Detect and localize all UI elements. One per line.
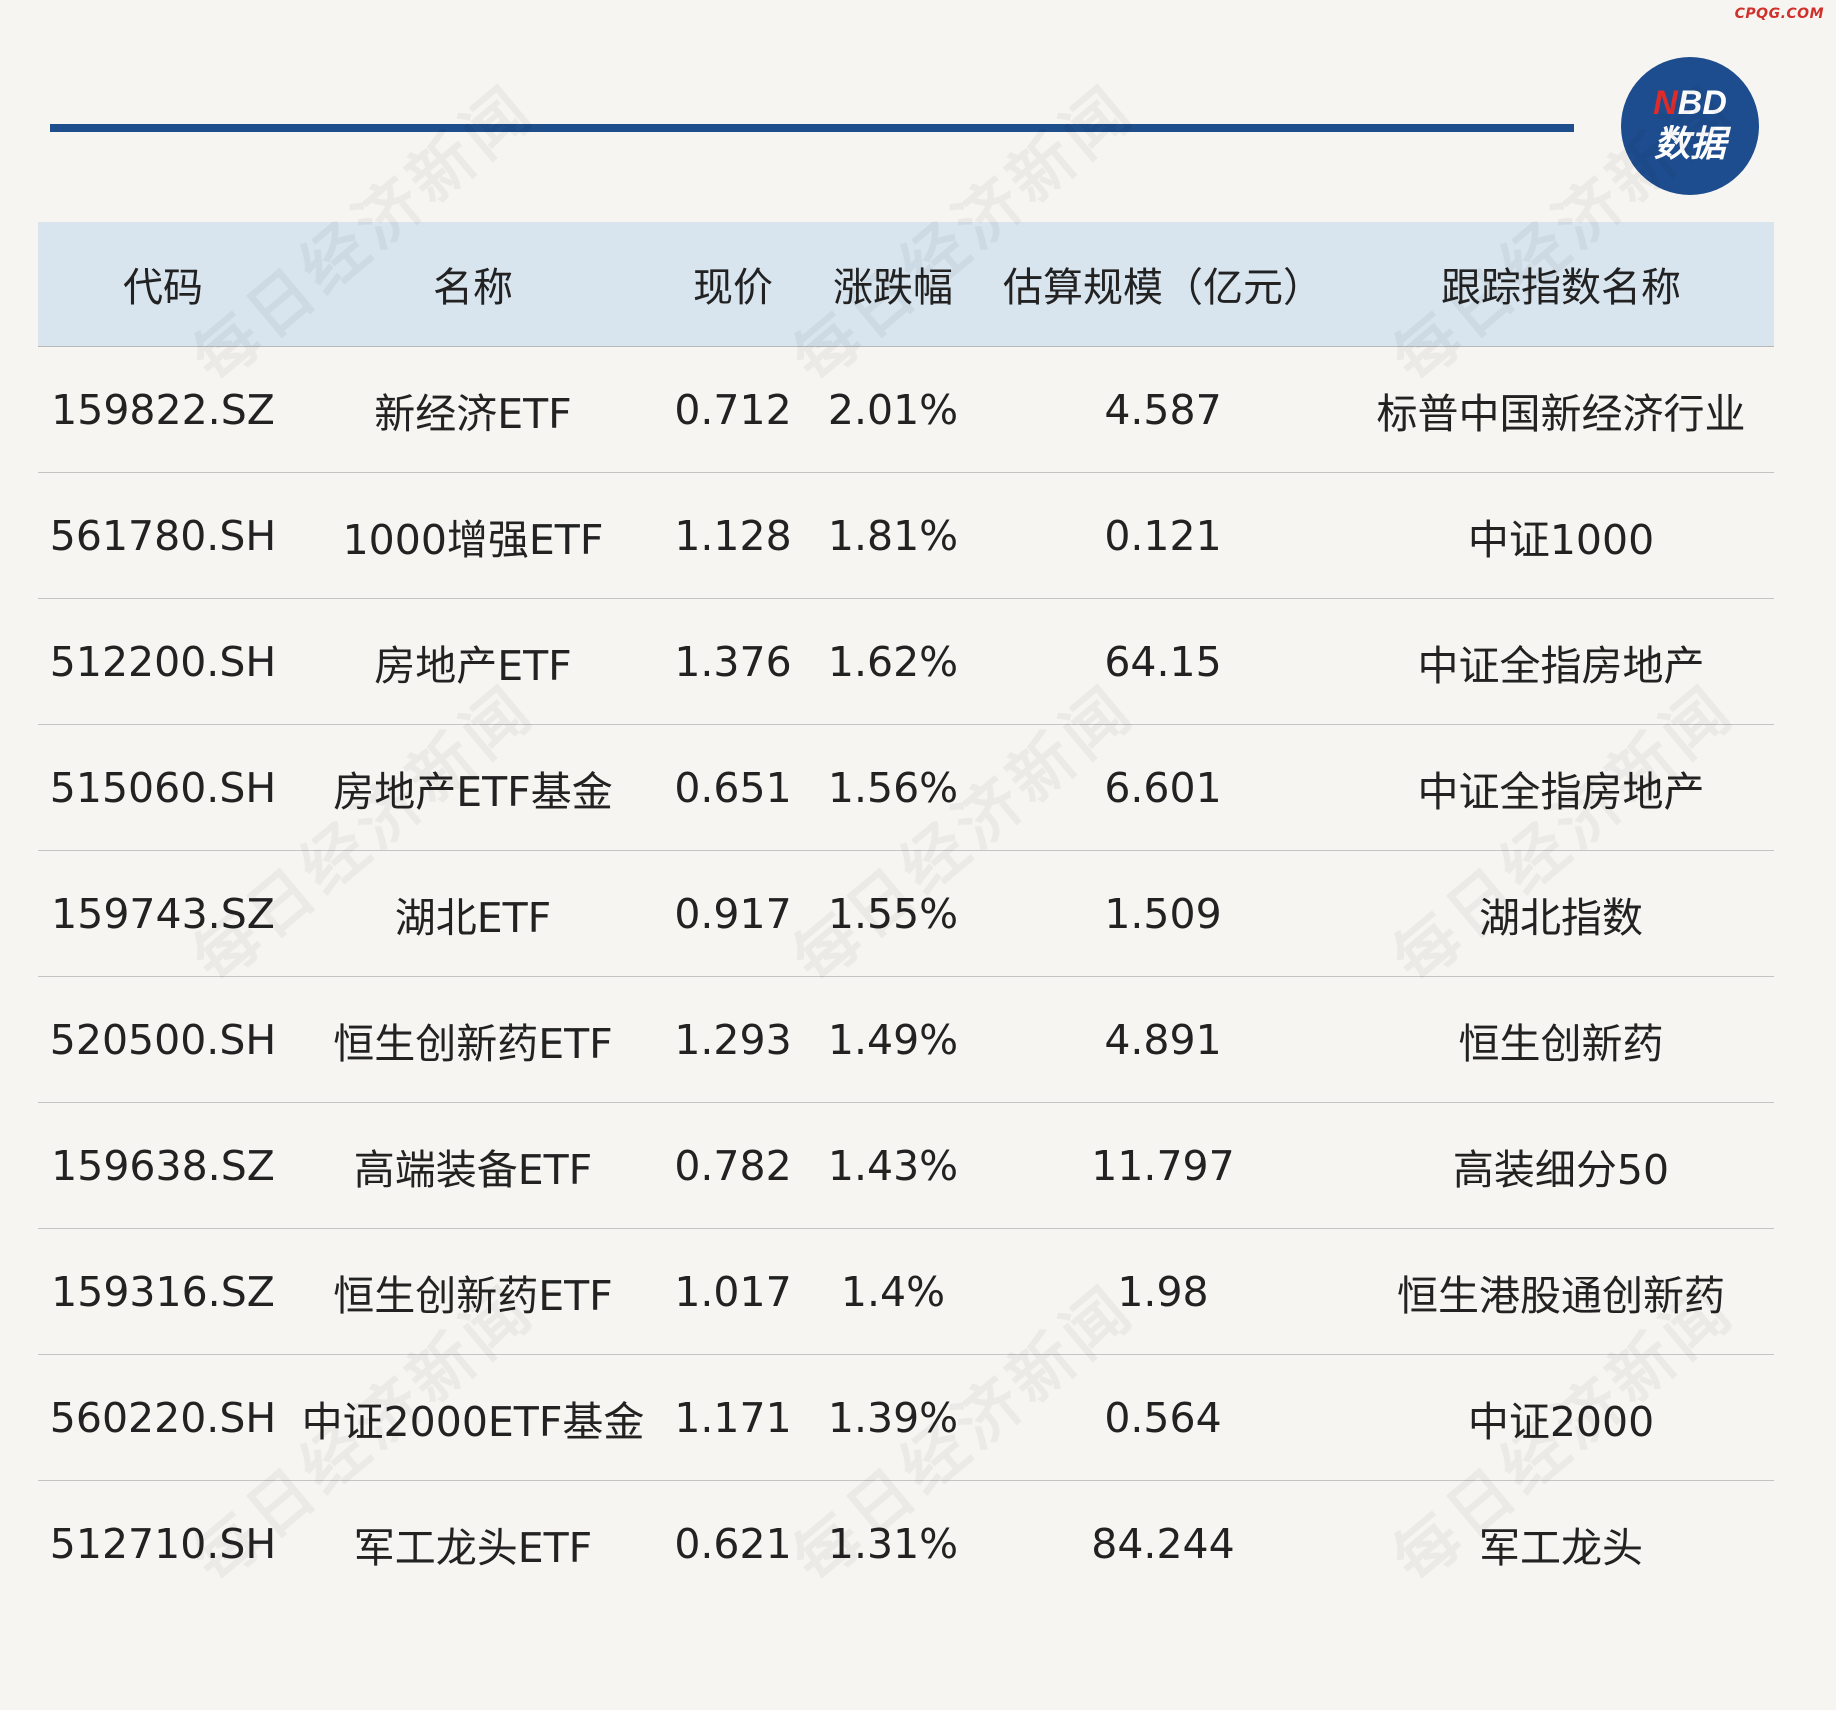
cell-index: 中证1000: [1348, 472, 1774, 599]
table-row: 512200.SH 房地产ETF 1.376 1.62% 64.15 中证全指房…: [38, 598, 1774, 725]
table-row: 512710.SH 军工龙头ETF 0.621 1.31% 84.244 军工龙…: [38, 1481, 1774, 1607]
cell-name: 房地产ETF: [288, 598, 658, 725]
cell-index: 恒生港股通创新药: [1348, 1228, 1774, 1355]
table-row: 560220.SH 中证2000ETF基金 1.171 1.39% 0.564 …: [38, 1354, 1774, 1481]
cell-code: 159822.SZ: [38, 346, 288, 473]
cell-price: 0.621: [674, 1519, 792, 1568]
table-row: 159743.SZ 湖北ETF 0.917 1.55% 1.509 湖北指数: [38, 850, 1774, 977]
cell-index: 高装细分50: [1348, 1102, 1774, 1229]
cell-code: 512710.SH: [49, 1519, 277, 1568]
header-scale: 估算规模（亿元）: [978, 222, 1348, 347]
logo-letter-n: N: [1653, 84, 1679, 122]
cell-index: 军工龙头: [1479, 1523, 1643, 1572]
logo-subtitle: 数据: [1654, 124, 1732, 165]
cell-name: 恒生创新药ETF: [288, 976, 658, 1103]
cell-scale: 1.509: [978, 850, 1348, 977]
table-body: 159822.SZ 新经济ETF 0.712 2.01% 4.587 标普中国新…: [38, 346, 1774, 1607]
cell-index: 中证2000: [1348, 1354, 1774, 1481]
cell-code: 159743.SZ: [38, 850, 288, 977]
cell-index: 标普中国新经济行业: [1348, 346, 1774, 473]
cell-name: 湖北ETF: [288, 850, 658, 977]
header-code: 代码: [38, 222, 288, 347]
cell-price: 0.712: [658, 346, 808, 473]
table-header: 代码 名称 现价 涨跌幅 估算规模（亿元） 跟踪指数名称: [38, 222, 1774, 347]
cell-name: 新经济ETF: [288, 346, 658, 473]
nbd-data-logo: NBD 数据: [1620, 56, 1760, 196]
cell-change: 1.55%: [808, 850, 978, 977]
cell-change: 1.49%: [808, 976, 978, 1103]
cell-scale: 4.891: [978, 976, 1348, 1103]
svg-text:NBD: NBD: [1653, 84, 1727, 122]
cell-index: 恒生创新药: [1348, 976, 1774, 1103]
cell-scale: 0.121: [978, 472, 1348, 599]
table-row: 515060.SH 房地产ETF基金 0.651 1.56% 6.601 中证全…: [38, 724, 1774, 851]
cell-price: 0.651: [658, 724, 808, 851]
cell-name: 房地产ETF基金: [288, 724, 658, 851]
cell-index: 湖北指数: [1348, 850, 1774, 977]
cell-scale: 6.601: [978, 724, 1348, 851]
cell-code: 512200.SH: [38, 598, 288, 725]
cell-name: 高端装备ETF: [288, 1102, 658, 1229]
cell-change: 1.4%: [808, 1228, 978, 1355]
top-divider-rule: [50, 124, 1574, 132]
table-row: 159316.SZ 恒生创新药ETF 1.017 1.4% 1.98 恒生港股通…: [38, 1228, 1774, 1355]
table-row: 159822.SZ 新经济ETF 0.712 2.01% 4.587 标普中国新…: [38, 346, 1774, 473]
logo-letters-bd: BD: [1678, 84, 1727, 122]
cell-scale: 0.564: [978, 1354, 1348, 1481]
etf-table-container: 代码 名称 现价 涨跌幅 估算规模（亿元） 跟踪指数名称 159822.SZ 新…: [38, 222, 1774, 1606]
corner-watermark: CPQG.COM: [1734, 6, 1824, 22]
table-row: 561780.SH 1000增强ETF 1.128 1.81% 0.121 中证…: [38, 472, 1774, 599]
cell-change: 1.31%: [827, 1519, 959, 1568]
cell-price: 1.171: [658, 1354, 808, 1481]
cell-scale: 64.15: [978, 598, 1348, 725]
cell-change: 1.62%: [808, 598, 978, 725]
table-row: 159638.SZ 高端装备ETF 0.782 1.43% 11.797 高装细…: [38, 1102, 1774, 1229]
cell-change: 1.39%: [808, 1354, 978, 1481]
cell-change: 2.01%: [808, 346, 978, 473]
table-row: 520500.SH 恒生创新药ETF 1.293 1.49% 4.891 恒生创…: [38, 976, 1774, 1103]
cell-code: 515060.SH: [38, 724, 288, 851]
cell-change: 1.43%: [808, 1102, 978, 1229]
cell-index: 中证全指房地产: [1348, 598, 1774, 725]
header-change: 涨跌幅: [808, 222, 978, 347]
cell-price: 0.917: [658, 850, 808, 977]
cell-price: 1.293: [658, 976, 808, 1103]
cell-code: 560220.SH: [38, 1354, 288, 1481]
table-header-row: 代码 名称 现价 涨跌幅 估算规模（亿元） 跟踪指数名称: [38, 222, 1774, 347]
cell-name: 军工龙头ETF: [353, 1523, 593, 1572]
cell-change: 1.81%: [808, 472, 978, 599]
cell-code: 159638.SZ: [38, 1102, 288, 1229]
etf-gainers-table: 代码 名称 现价 涨跌幅 估算规模（亿元） 跟踪指数名称 159822.SZ 新…: [38, 222, 1774, 1606]
cell-name: 1000增强ETF: [288, 472, 658, 599]
cell-price: 1.128: [658, 472, 808, 599]
cell-name: 中证2000ETF基金: [288, 1354, 658, 1481]
cell-scale: 11.797: [978, 1102, 1348, 1229]
cell-code: 520500.SH: [38, 976, 288, 1103]
header-name: 名称: [288, 222, 658, 347]
cell-change: 1.56%: [808, 724, 978, 851]
nbd-logo-icon: NBD 数据: [1621, 57, 1759, 195]
header-price: 现价: [658, 222, 808, 347]
cell-scale: 4.587: [978, 346, 1348, 473]
cell-index: 中证全指房地产: [1348, 724, 1774, 851]
cell-price: 1.376: [658, 598, 808, 725]
cell-scale: 1.98: [978, 1228, 1348, 1355]
cell-code: 159316.SZ: [38, 1228, 288, 1355]
cell-code: 561780.SH: [38, 472, 288, 599]
cell-price: 0.782: [658, 1102, 808, 1229]
cell-scale: 84.244: [1091, 1519, 1235, 1568]
cell-price: 1.017: [658, 1228, 808, 1355]
header-index: 跟踪指数名称: [1348, 222, 1774, 347]
cell-name: 恒生创新药ETF: [288, 1228, 658, 1355]
